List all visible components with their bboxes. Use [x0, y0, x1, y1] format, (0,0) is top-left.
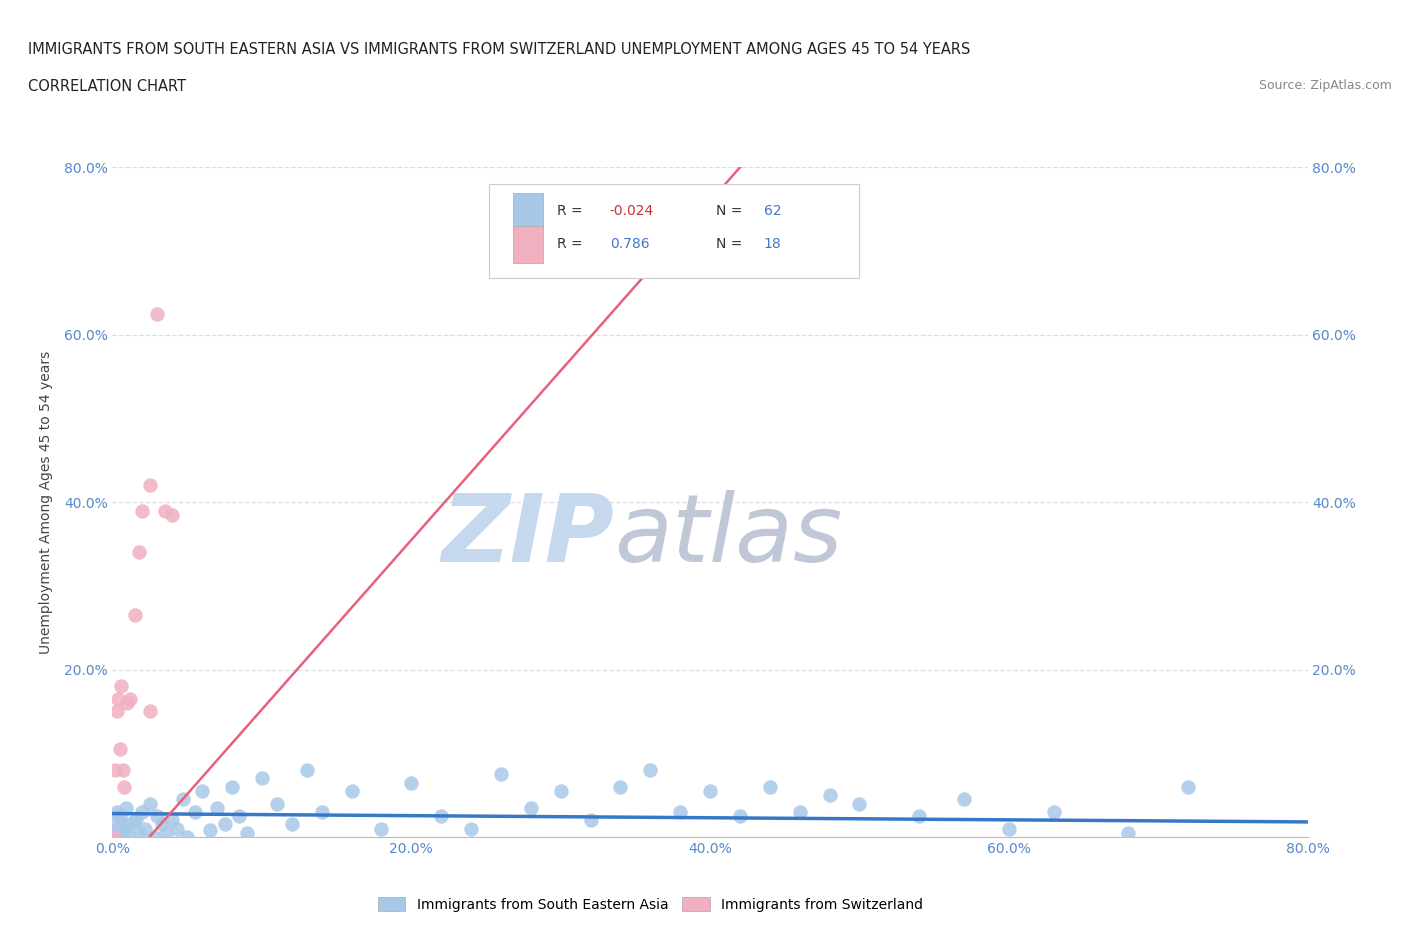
Text: atlas: atlas	[614, 490, 842, 581]
Point	[908, 809, 931, 824]
Point	[848, 796, 870, 811]
Point	[153, 503, 176, 518]
Text: 18: 18	[763, 237, 782, 251]
Point	[214, 817, 236, 832]
Point	[107, 692, 129, 707]
Text: R =: R =	[557, 204, 588, 218]
Point	[125, 811, 148, 826]
Point	[117, 819, 139, 834]
Point	[155, 826, 177, 841]
Point	[143, 830, 166, 844]
Point	[430, 809, 453, 824]
Point	[520, 800, 543, 815]
Text: ZIP: ZIP	[441, 490, 614, 581]
Point	[162, 813, 183, 828]
Point	[221, 779, 243, 794]
Text: N =: N =	[716, 204, 747, 218]
Point	[104, 826, 127, 841]
Point	[103, 813, 125, 828]
Point	[998, 821, 1021, 836]
Point	[228, 809, 250, 824]
Text: R =: R =	[557, 237, 588, 251]
Point	[120, 692, 142, 707]
Text: CORRELATION CHART: CORRELATION CHART	[28, 79, 186, 94]
Text: 0.786: 0.786	[610, 237, 650, 251]
Y-axis label: Unemployment Among Ages 45 to 54 years: Unemployment Among Ages 45 to 54 years	[38, 351, 52, 654]
Point	[128, 826, 150, 841]
Point	[124, 608, 146, 623]
Point	[110, 679, 132, 694]
Point	[176, 830, 198, 844]
Point	[311, 804, 333, 819]
Point	[191, 783, 214, 798]
Point	[139, 796, 162, 811]
Point	[609, 779, 631, 794]
Point	[281, 817, 304, 832]
Point	[579, 813, 602, 828]
Point	[128, 545, 150, 560]
Point	[266, 796, 288, 811]
Point	[1118, 826, 1140, 841]
Point	[550, 783, 572, 798]
Point	[105, 804, 128, 819]
Point	[728, 809, 751, 824]
Point	[114, 779, 135, 794]
Point	[818, 788, 841, 803]
Point	[370, 821, 392, 836]
Point	[1177, 779, 1199, 794]
Point	[205, 800, 228, 815]
Point	[250, 771, 273, 786]
FancyBboxPatch shape	[513, 193, 543, 230]
Point	[134, 821, 156, 836]
Point	[107, 821, 129, 836]
Point	[172, 792, 194, 807]
Text: IMMIGRANTS FROM SOUTH EASTERN ASIA VS IMMIGRANTS FROM SWITZERLAND UNEMPLOYMENT A: IMMIGRANTS FROM SOUTH EASTERN ASIA VS IM…	[28, 42, 970, 57]
Point	[146, 809, 169, 824]
Point	[110, 830, 132, 844]
Point	[114, 823, 135, 838]
Text: 62: 62	[763, 204, 782, 218]
Point	[198, 823, 221, 838]
Point	[669, 804, 692, 819]
Point	[122, 815, 145, 830]
Point	[789, 804, 811, 819]
Point	[183, 804, 205, 819]
Point	[150, 817, 173, 832]
Point	[131, 804, 153, 819]
Point	[103, 830, 125, 844]
Point	[699, 783, 721, 798]
Text: -0.024: -0.024	[610, 204, 654, 218]
Point	[638, 763, 662, 777]
Point	[117, 696, 139, 711]
Text: Source: ZipAtlas.com: Source: ZipAtlas.com	[1258, 79, 1392, 92]
Point	[111, 763, 134, 777]
Point	[340, 783, 363, 798]
Point	[236, 826, 259, 841]
Point	[489, 766, 512, 781]
Point	[162, 508, 183, 523]
Point	[295, 763, 318, 777]
Point	[108, 742, 131, 757]
Point	[139, 478, 162, 493]
Point	[1042, 804, 1064, 819]
Point	[139, 704, 162, 719]
Point	[146, 307, 169, 322]
FancyBboxPatch shape	[489, 184, 859, 278]
Point	[166, 821, 188, 836]
Point	[108, 809, 131, 824]
Point	[953, 792, 976, 807]
FancyBboxPatch shape	[513, 226, 543, 263]
Point	[111, 817, 134, 832]
Point	[131, 503, 153, 518]
Point	[401, 776, 423, 790]
Point	[759, 779, 782, 794]
Point	[105, 704, 128, 719]
Point	[120, 830, 142, 844]
Point	[460, 821, 482, 836]
Text: N =: N =	[716, 237, 747, 251]
Point	[115, 800, 138, 815]
Point	[104, 763, 127, 777]
Legend: Immigrants from South Eastern Asia, Immigrants from Switzerland: Immigrants from South Eastern Asia, Immi…	[373, 891, 928, 917]
